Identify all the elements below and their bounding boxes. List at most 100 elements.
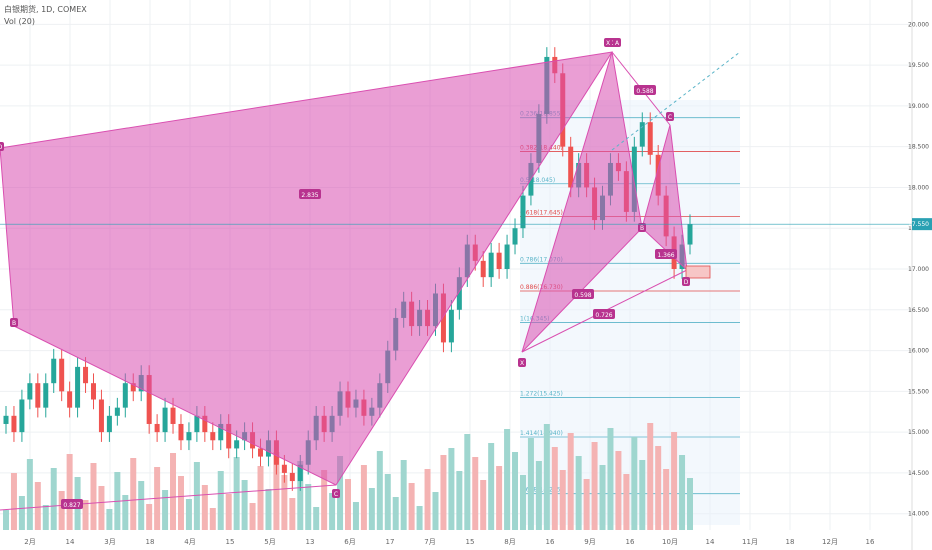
volume-bar <box>265 489 272 530</box>
ratio-label: 1.366 <box>657 252 674 259</box>
pattern-point-label: X <box>520 360 524 367</box>
fib-level-label: 1.414(14.940) <box>520 430 563 437</box>
pattern-point-badge <box>638 223 646 232</box>
candle-body <box>114 407 120 416</box>
volume-bar <box>257 466 264 530</box>
volume-bar <box>527 438 534 530</box>
x-tick-label: 8月 <box>504 538 515 546</box>
y-tick-label: 16.000 <box>908 348 929 355</box>
volume-bar <box>671 432 678 530</box>
volume-bar <box>456 471 463 530</box>
volume-bar <box>583 479 590 530</box>
pattern-point-label: D <box>684 279 689 286</box>
volume-bar <box>18 496 25 530</box>
candle-body <box>210 432 216 441</box>
candle-body <box>631 146 637 212</box>
volume-bar <box>249 503 256 530</box>
volume-bar <box>313 507 320 530</box>
candle-body <box>226 423 232 449</box>
volume-label: Vol (20) <box>4 17 35 26</box>
volume-bar <box>289 498 296 530</box>
pattern-point-badge <box>332 489 340 498</box>
volume-bar <box>193 462 200 530</box>
candle-body <box>11 415 17 433</box>
volume-bar <box>655 446 662 530</box>
volume-bar <box>281 475 288 530</box>
candle-body <box>59 358 65 392</box>
volume-bar <box>201 485 208 530</box>
volume-bar <box>679 455 686 530</box>
x-tick-label: 11月 <box>742 538 758 546</box>
candle-body <box>122 383 128 408</box>
volume-bar <box>241 480 248 530</box>
volume-bar <box>352 502 359 530</box>
x-tick-label: 7月 <box>424 538 435 546</box>
volume-bar <box>408 483 415 530</box>
candle-body <box>162 407 168 433</box>
candle-body <box>83 366 89 384</box>
candle-body <box>35 383 41 408</box>
volume-bar <box>273 452 280 530</box>
chart-header: 白银期货, 1D, COMEX Vol (20) <box>4 4 87 28</box>
symbol-title: 白银期货, 1D, COMEX <box>4 5 87 14</box>
ratio-badge <box>593 309 615 319</box>
volume-bar <box>504 429 511 530</box>
volume-bar <box>26 459 33 530</box>
volume-bar <box>543 424 550 530</box>
pattern-point-label: A <box>615 40 620 47</box>
volume-bar <box>122 495 129 530</box>
volume-bar <box>623 474 630 530</box>
x-tick-label: 9月 <box>584 538 595 546</box>
x-tick-label: 2月 <box>24 538 35 546</box>
pattern-point-label: C <box>334 491 338 498</box>
candle-body <box>496 252 502 269</box>
ratio-label: 0.827 <box>63 502 80 509</box>
candle-body <box>647 122 653 155</box>
price-axis <box>912 0 932 550</box>
volume-bar <box>519 475 526 530</box>
volume-bar <box>615 451 622 530</box>
volume-bar <box>472 457 479 530</box>
pattern-point-badge <box>666 112 674 121</box>
volume-bar <box>217 471 224 530</box>
candle-body <box>297 464 303 482</box>
volume-bar <box>496 466 503 530</box>
ratio-badge <box>655 249 677 259</box>
volume-bar <box>360 465 367 530</box>
pattern-point-label: X <box>606 40 610 47</box>
pattern-point-badge <box>613 38 621 47</box>
volume-bar <box>98 486 105 530</box>
volume-bar <box>3 510 9 530</box>
pattern-point-label: C <box>668 114 672 121</box>
volume-bar <box>591 442 598 530</box>
pattern-point-badge <box>604 38 612 47</box>
volume-bar <box>90 463 97 530</box>
pattern-point-badge <box>0 142 4 151</box>
y-tick-label: 19.000 <box>908 103 929 110</box>
volume-bar <box>177 476 184 530</box>
volume-bar <box>297 461 304 530</box>
candle-body <box>202 415 208 433</box>
volume-bar <box>607 428 614 530</box>
x-tick-label: 10月 <box>662 538 678 546</box>
volume-bar <box>170 453 177 530</box>
x-tick-label: 14 <box>706 538 715 546</box>
candle-body <box>520 195 526 229</box>
volume-bar <box>321 470 328 530</box>
x-tick-label: 15 <box>226 538 235 546</box>
ratio-badge <box>61 499 83 509</box>
volume-bar <box>599 465 606 530</box>
ratio-badge <box>634 85 656 95</box>
volume-bar <box>106 509 113 530</box>
x-tick-label: 17 <box>386 538 395 546</box>
pattern-point-label: D <box>0 144 3 151</box>
candle-body <box>3 415 9 424</box>
x-tick-label: 6月 <box>344 538 355 546</box>
pattern-point-label: B <box>640 225 644 232</box>
pattern-point-label: D <box>610 40 615 47</box>
x-tick-label: 18 <box>146 538 155 546</box>
volume-bar <box>209 508 216 530</box>
pattern-point-badge <box>682 277 690 286</box>
ratio-label: 0.726 <box>595 312 612 319</box>
